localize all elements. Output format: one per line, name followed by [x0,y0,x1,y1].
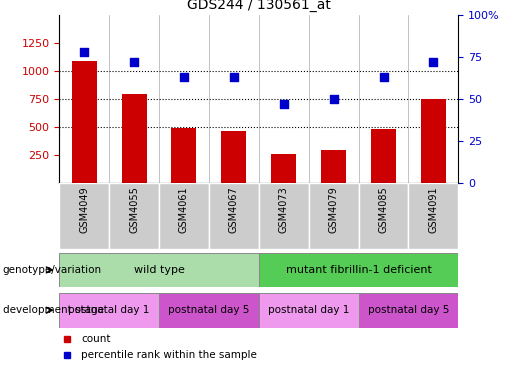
Bar [122,94,147,183]
Bar [358,293,458,328]
Point [80,49,88,55]
Text: count: count [81,334,111,344]
Point [130,59,138,65]
Bar [358,183,408,249]
Bar [59,183,109,249]
Text: GSM4055: GSM4055 [129,186,139,233]
Text: postnatal day 1: postnatal day 1 [268,305,349,315]
Point [330,96,338,102]
Text: GSM4073: GSM4073 [279,186,289,233]
Bar [209,183,259,249]
Text: genotype/variation: genotype/variation [3,265,101,275]
Text: GSM4085: GSM4085 [379,186,388,233]
Point [380,74,388,80]
Text: percentile rank within the sample: percentile rank within the sample [81,350,257,359]
Bar [308,183,358,249]
Text: postnatal day 1: postnatal day 1 [68,305,150,315]
Bar [109,183,159,249]
Bar [159,293,259,328]
Point [280,101,288,107]
Bar [259,183,308,249]
Text: GSM4091: GSM4091 [428,186,438,233]
Bar [159,183,209,249]
Bar [259,253,458,287]
Bar [371,129,396,183]
Text: wild type: wild type [133,265,184,275]
Text: GSM4067: GSM4067 [229,186,239,233]
Text: development stage: development stage [3,305,104,315]
Bar [271,154,296,183]
Bar [59,253,259,287]
Text: mutant fibrillin-1 deficient: mutant fibrillin-1 deficient [286,265,432,275]
Bar [72,61,97,183]
Text: GSM4079: GSM4079 [329,186,339,233]
Title: GDS244 / 130561_at: GDS244 / 130561_at [187,0,331,12]
Text: postnatal day 5: postnatal day 5 [368,305,449,315]
Bar [408,183,458,249]
Bar [171,128,196,183]
Bar [59,293,159,328]
Text: GSM4049: GSM4049 [79,186,89,233]
Point [230,74,238,80]
Bar [259,293,358,328]
Bar [321,150,346,183]
Text: postnatal day 5: postnatal day 5 [168,305,250,315]
Bar [421,99,446,183]
Point [180,74,188,80]
Bar [221,131,246,183]
Text: GSM4061: GSM4061 [179,186,189,233]
Point [430,59,438,65]
